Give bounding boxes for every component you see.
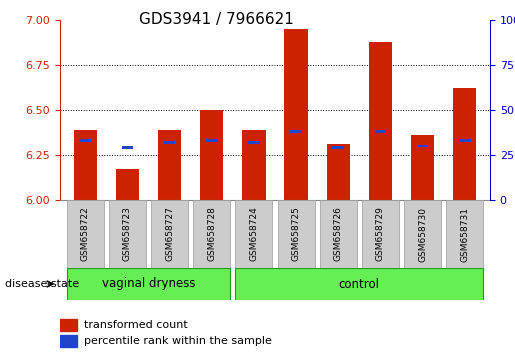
Bar: [453, 88, 476, 200]
Text: disease state: disease state: [5, 279, 79, 289]
Bar: [200, 110, 224, 200]
Bar: [417, 144, 428, 147]
Text: GSM658725: GSM658725: [291, 207, 301, 262]
Text: GSM658724: GSM658724: [249, 207, 259, 261]
Bar: [248, 141, 260, 144]
Bar: [235, 200, 272, 268]
Text: GSM658728: GSM658728: [207, 207, 216, 262]
Text: vaginal dryness: vaginal dryness: [102, 278, 195, 291]
Bar: [278, 200, 315, 268]
Bar: [333, 146, 344, 149]
Text: GSM658730: GSM658730: [418, 206, 427, 262]
Bar: [243, 130, 266, 200]
Text: GSM658726: GSM658726: [334, 207, 343, 262]
Bar: [320, 200, 357, 268]
Bar: [60, 319, 77, 331]
Bar: [151, 200, 188, 268]
Text: GDS3941 / 7966621: GDS3941 / 7966621: [139, 12, 294, 27]
Bar: [164, 141, 176, 144]
Text: GSM658729: GSM658729: [376, 207, 385, 262]
Text: GSM658723: GSM658723: [123, 207, 132, 262]
Text: GSM658727: GSM658727: [165, 207, 174, 262]
Bar: [67, 268, 230, 300]
Bar: [327, 144, 350, 200]
Text: GSM658722: GSM658722: [81, 207, 90, 261]
Bar: [459, 139, 471, 142]
Bar: [284, 29, 307, 200]
Bar: [79, 139, 91, 142]
Text: GSM658731: GSM658731: [460, 206, 469, 262]
Bar: [158, 130, 181, 200]
Bar: [206, 139, 217, 142]
Bar: [193, 200, 230, 268]
Bar: [404, 200, 441, 268]
Bar: [446, 200, 483, 268]
Bar: [290, 130, 302, 133]
Bar: [60, 335, 77, 347]
Bar: [369, 42, 392, 200]
Text: transformed count: transformed count: [83, 320, 187, 330]
Bar: [116, 170, 139, 200]
Bar: [235, 268, 483, 300]
Bar: [109, 200, 146, 268]
Bar: [362, 200, 399, 268]
Text: percentile rank within the sample: percentile rank within the sample: [83, 336, 271, 346]
Text: control: control: [339, 278, 380, 291]
Bar: [74, 130, 97, 200]
Bar: [411, 135, 434, 200]
Bar: [67, 200, 104, 268]
Bar: [374, 130, 386, 133]
Bar: [122, 146, 133, 149]
